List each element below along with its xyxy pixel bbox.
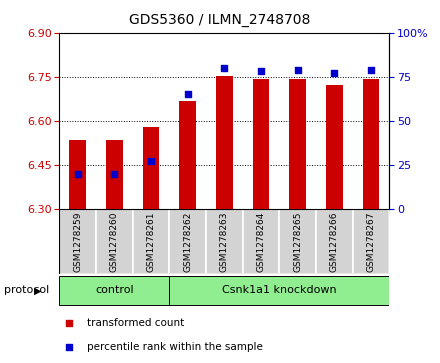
Point bbox=[74, 171, 81, 176]
Bar bbox=[279, 209, 316, 274]
Bar bbox=[216, 76, 233, 209]
Bar bbox=[180, 101, 196, 209]
Point bbox=[184, 91, 191, 97]
Bar bbox=[96, 209, 133, 274]
Text: transformed count: transformed count bbox=[88, 318, 185, 328]
Bar bbox=[243, 209, 279, 274]
Point bbox=[331, 70, 338, 76]
Bar bbox=[106, 140, 123, 209]
Bar bbox=[363, 79, 379, 209]
Text: GSM1278265: GSM1278265 bbox=[293, 211, 302, 272]
Bar bbox=[143, 127, 159, 209]
Bar bbox=[133, 209, 169, 274]
Point bbox=[257, 69, 264, 74]
Bar bbox=[253, 79, 269, 209]
Text: GSM1278264: GSM1278264 bbox=[257, 211, 266, 272]
Point bbox=[66, 344, 73, 350]
Bar bbox=[316, 209, 353, 274]
Text: GSM1278259: GSM1278259 bbox=[73, 211, 82, 272]
Text: GSM1278261: GSM1278261 bbox=[147, 211, 156, 272]
Bar bbox=[169, 209, 206, 274]
Text: GSM1278263: GSM1278263 bbox=[220, 211, 229, 272]
Text: control: control bbox=[95, 285, 134, 295]
Point bbox=[221, 65, 228, 71]
Bar bbox=[169, 276, 389, 305]
Text: GSM1278262: GSM1278262 bbox=[183, 211, 192, 272]
Text: protocol: protocol bbox=[4, 285, 50, 295]
Point bbox=[111, 171, 118, 176]
Text: GSM1278260: GSM1278260 bbox=[110, 211, 119, 272]
Text: GDS5360 / ILMN_2748708: GDS5360 / ILMN_2748708 bbox=[129, 13, 311, 27]
Point bbox=[367, 67, 374, 73]
Bar bbox=[59, 276, 169, 305]
Point bbox=[294, 67, 301, 73]
Text: Csnk1a1 knockdown: Csnk1a1 knockdown bbox=[222, 285, 337, 295]
Text: GSM1278266: GSM1278266 bbox=[330, 211, 339, 272]
Bar bbox=[206, 209, 243, 274]
Bar bbox=[326, 85, 343, 209]
Bar bbox=[70, 140, 86, 209]
Bar bbox=[353, 209, 389, 274]
Text: GSM1278267: GSM1278267 bbox=[367, 211, 376, 272]
Text: ▶: ▶ bbox=[34, 285, 42, 295]
Bar bbox=[290, 79, 306, 209]
Text: percentile rank within the sample: percentile rank within the sample bbox=[88, 342, 263, 352]
Point bbox=[66, 320, 73, 326]
Bar bbox=[59, 209, 96, 274]
Point bbox=[147, 158, 154, 164]
